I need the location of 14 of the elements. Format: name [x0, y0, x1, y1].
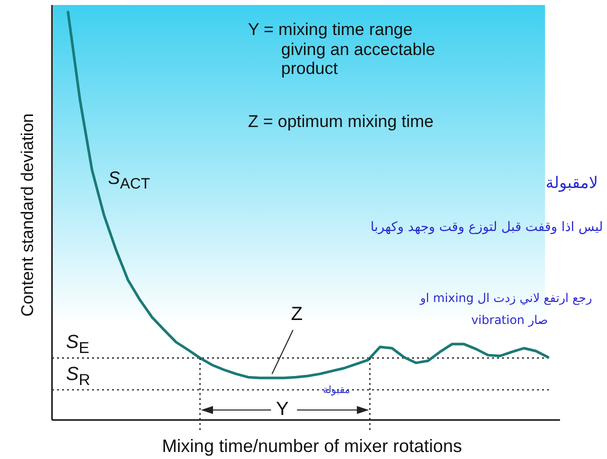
- annotation: ليس اذا وقفت قبل لتوزع وقت وجهد وكهربا: [370, 220, 603, 236]
- ref-line-label: S$_{R}$: [66, 364, 90, 389]
- annotation: Z = optimum mixing time: [248, 112, 434, 132]
- annotation: S$_{ACT}$: [108, 168, 150, 193]
- annotation: صار vibration: [471, 313, 548, 327]
- x-axis-title: Mixing time/number of mixer rotations: [162, 436, 462, 456]
- annotation: Y: [276, 399, 289, 421]
- annotation: Z: [291, 304, 303, 326]
- ref-line-label: S$_{E}$: [66, 332, 90, 357]
- annotation: رجع ارتفع لاني زدت ال mixing او: [420, 291, 592, 305]
- y-axis-title: Content standard deviation: [18, 113, 37, 317]
- annotation: Y = mixing time range giving an accectable product: [248, 20, 436, 79]
- annotation: لامقبولة: [546, 173, 598, 192]
- annotation: مقبولة: [322, 384, 350, 396]
